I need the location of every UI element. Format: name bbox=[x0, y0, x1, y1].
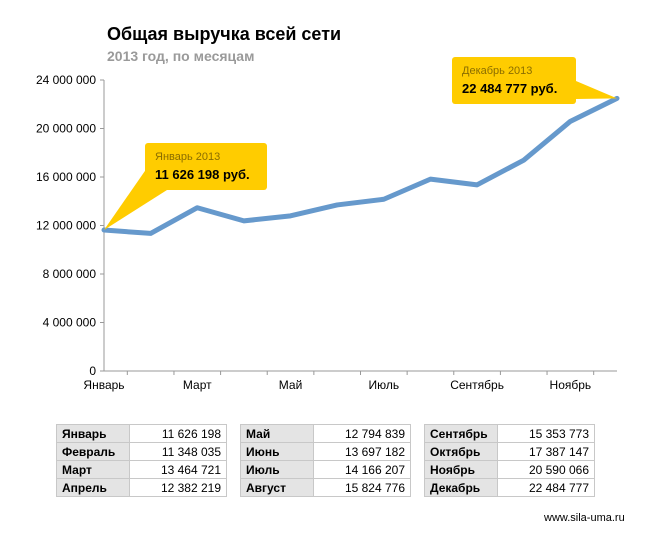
y-tick-label: 4 000 000 bbox=[43, 316, 97, 330]
table-row: Июль 14 166 207 bbox=[240, 460, 411, 479]
table-month-cell: Январь bbox=[56, 424, 130, 443]
table-row: Август 15 824 776 bbox=[240, 478, 411, 497]
table-month-cell: Март bbox=[56, 460, 130, 479]
table-value-cell: 15 824 776 bbox=[313, 478, 411, 497]
table-row: Декабрь 22 484 777 bbox=[424, 478, 595, 497]
table-value-cell: 15 353 773 bbox=[497, 424, 595, 443]
table-body-2: Май 12 794 839 Июнь 13 697 182 Июль 14 166 20… bbox=[240, 424, 411, 497]
callout-box bbox=[452, 57, 576, 104]
footer-url: www.sila-uma.ru bbox=[544, 512, 625, 524]
table-row: Май 12 794 839 bbox=[240, 424, 411, 443]
table-value-cell: 22 484 777 bbox=[497, 478, 595, 497]
table-body-3: Сентябрь 15 353 773 Октябрь 17 387 147 Ноябр… bbox=[424, 424, 595, 497]
callout-label: Январь 2013 bbox=[155, 151, 220, 163]
table-value-cell: 11 348 035 bbox=[129, 442, 227, 461]
table-row: Январь 11 626 198 bbox=[56, 424, 227, 443]
table-body-1: Январь 11 626 198 Февраль 11 348 035 Март 13 … bbox=[56, 424, 227, 497]
table-value-cell: 11 626 198 bbox=[129, 424, 227, 443]
callout-value: 22 484 777 руб. bbox=[462, 81, 557, 96]
table-value-cell: 17 387 147 bbox=[497, 442, 595, 461]
y-tick-label: 16 000 000 bbox=[36, 170, 96, 184]
table-month-cell: Октябрь bbox=[424, 442, 498, 461]
table-row: Сентябрь 15 353 773 bbox=[424, 424, 595, 443]
table-value-cell: 14 166 207 bbox=[313, 460, 411, 479]
data-table-2: Май 12 794 839 Июнь 13 697 182 Июль 14 166 20… bbox=[240, 424, 411, 497]
data-table-1: Январь 11 626 198 Февраль 11 348 035 Март 13 … bbox=[56, 424, 227, 497]
data-table-3: Сентябрь 15 353 773 Октябрь 17 387 147 Ноябр… bbox=[424, 424, 595, 497]
table-month-cell: Сентябрь bbox=[424, 424, 498, 443]
table-value-cell: 13 464 721 bbox=[129, 460, 227, 479]
series-line bbox=[101, 95, 620, 236]
y-tick-label: 8 000 000 bbox=[43, 267, 97, 281]
table-value-cell: 20 590 066 bbox=[497, 460, 595, 479]
callout-label: Декабрь 2013 bbox=[462, 65, 532, 77]
y-tick-label: 12 000 000 bbox=[36, 219, 96, 233]
x-tick-label: Май bbox=[279, 378, 303, 392]
callout-box bbox=[145, 143, 267, 190]
table-row: Апрель 12 382 219 bbox=[56, 478, 227, 497]
table-value-cell: 12 794 839 bbox=[313, 424, 411, 443]
table-month-cell: Июнь bbox=[240, 442, 314, 461]
line-chart: 0 4 000 000 8 000 000 12 000 000 16 000 000 2… bbox=[36, 57, 620, 392]
x-tick-label: Сентябрь bbox=[450, 378, 504, 392]
table-month-cell: Август bbox=[240, 478, 314, 497]
x-tick-label: Март bbox=[183, 378, 212, 392]
table-month-cell: Февраль bbox=[56, 442, 130, 461]
chart-title: Общая выручка всей сети bbox=[107, 24, 342, 44]
table-row: Июнь 13 697 182 bbox=[240, 442, 411, 461]
table-month-cell: Май bbox=[240, 424, 314, 443]
callout-pointer bbox=[576, 81, 617, 99]
y-tick-label: 0 bbox=[89, 364, 96, 378]
table-row: Октябрь 17 387 147 bbox=[424, 442, 595, 461]
x-tick-label: Июль bbox=[369, 378, 400, 392]
y-tick-label: 20 000 000 bbox=[36, 122, 96, 136]
table-row: Март 13 464 721 bbox=[56, 460, 227, 479]
table-month-cell: Апрель bbox=[56, 478, 130, 497]
x-tick-label: Ноябрь bbox=[550, 378, 592, 392]
x-tick-label: Январь bbox=[83, 378, 124, 392]
table-month-cell: Июль bbox=[240, 460, 314, 479]
y-tick-label: 24 000 000 bbox=[36, 73, 96, 87]
table-row: Ноябрь 20 590 066 bbox=[424, 460, 595, 479]
table-value-cell: 13 697 182 bbox=[313, 442, 411, 461]
chart-subtitle: 2013 год, по месяцам bbox=[107, 48, 255, 64]
table-value-cell: 12 382 219 bbox=[129, 478, 227, 497]
table-month-cell: Ноябрь bbox=[424, 460, 498, 479]
table-month-cell: Декабрь bbox=[424, 478, 498, 497]
callout-value: 11 626 198 руб. bbox=[155, 167, 250, 182]
table-row: Февраль 11 348 035 bbox=[56, 442, 227, 461]
